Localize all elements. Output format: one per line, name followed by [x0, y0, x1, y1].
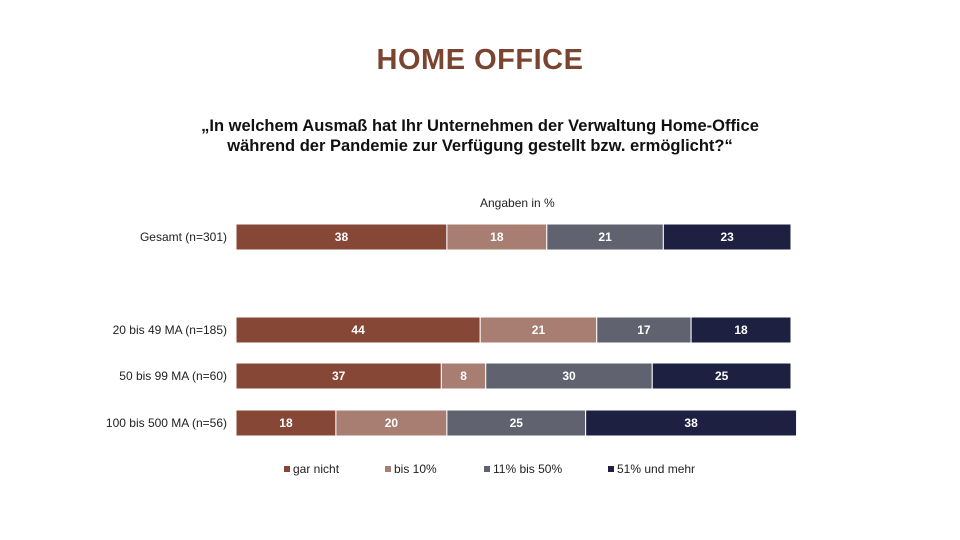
- bar-20-bis-49-ma-n-185-11-bis-50: [596, 316, 692, 344]
- bar-gesamt-n-301-gar-nicht: [235, 223, 448, 251]
- bar-50-bis-99-ma-n-60-51-und-mehr: [651, 362, 792, 390]
- data-label-20-bis-49-ma-n-185-gar-nicht: 44: [351, 323, 365, 337]
- question-line-1: „In welchem Ausmaß hat Ihr Unternehmen d…: [201, 117, 759, 135]
- data-label-gesamt-n-301-bis-10: 18: [490, 230, 504, 244]
- data-label-100-bis-500-ma-n-56-gar-nicht: 18: [279, 416, 293, 430]
- question-line-2: während der Pandemie zur Verfügung geste…: [227, 137, 733, 155]
- legend: gar nicht bis 10% 11% bis 50% 51% und me…: [0, 462, 960, 476]
- bar-100-bis-500-ma-n-56-bis-10: [335, 409, 448, 437]
- category-label-100-bis-500-ma-n-56: 100 bis 500 MA (n=56): [106, 416, 227, 430]
- bar-gesamt-n-301-51-und-mehr: [662, 223, 792, 251]
- legend-label-gar-nicht: gar nicht: [293, 462, 340, 476]
- bar-50-bis-99-ma-n-60-gar-nicht: [235, 362, 442, 390]
- bar-20-bis-49-ma-n-185-bis-10: [479, 316, 598, 344]
- data-label-50-bis-99-ma-n-60-bis-10: 8: [460, 369, 467, 383]
- bar-100-bis-500-ma-n-56-11-bis-50: [446, 409, 587, 437]
- legend-swatch-gar-nicht: [284, 466, 290, 472]
- survey-question: „In welchem Ausmaß hat Ihr Unternehmen d…: [0, 116, 960, 156]
- chart-title: HOME OFFICE: [376, 44, 584, 76]
- data-label-20-bis-49-ma-n-185-bis-10: 21: [532, 323, 546, 337]
- data-label-100-bis-500-ma-n-56-51-und-mehr: 38: [684, 416, 698, 430]
- legend-swatch-11-bis-50: [484, 466, 490, 472]
- data-label-100-bis-500-ma-n-56-bis-10: 20: [385, 416, 399, 430]
- data-label-20-bis-49-ma-n-185-11-bis-50: 17: [637, 323, 651, 337]
- legend-item-gar-nicht: gar nicht: [284, 462, 339, 476]
- category-label-20-bis-49-ma-n-185: 20 bis 49 MA (n=185): [113, 323, 227, 337]
- bar-50-bis-99-ma-n-60-11-bis-50: [485, 362, 653, 390]
- legend-item-bis-10: bis 10%: [385, 462, 437, 476]
- legend-item-11-bis-50: 11% bis 50%: [484, 462, 562, 476]
- data-label-50-bis-99-ma-n-60-11-bis-50: 30: [562, 369, 576, 383]
- category-label-50-bis-99-ma-n-60: 50 bis 99 MA (n=60): [119, 369, 227, 383]
- legend-label-11-bis-50: 11% bis 50%: [493, 462, 563, 476]
- data-label-50-bis-99-ma-n-60-gar-nicht: 37: [332, 369, 346, 383]
- legend-label-bis-10: bis 10%: [394, 462, 437, 476]
- data-label-50-bis-99-ma-n-60-51-und-mehr: 25: [715, 369, 729, 383]
- data-label-gesamt-n-301-51-und-mehr: 23: [720, 230, 734, 244]
- unit-label: Angaben in %: [480, 196, 555, 210]
- data-label-gesamt-n-301-gar-nicht: 38: [335, 230, 349, 244]
- data-label-gesamt-n-301-11-bis-50: 21: [598, 230, 612, 244]
- legend-label-51-und-mehr: 51% und mehr: [617, 462, 696, 476]
- bar-100-bis-500-ma-n-56-51-und-mehr: [585, 409, 798, 437]
- category-label-gesamt-n-301: Gesamt (n=301): [140, 230, 227, 244]
- legend-swatch-bis-10: [385, 466, 391, 472]
- legend-item-51-und-mehr: 51% und mehr: [608, 462, 695, 476]
- bar-gesamt-n-301-bis-10: [446, 223, 548, 251]
- legend-swatch-51-und-mehr: [608, 466, 614, 472]
- bar-20-bis-49-ma-n-185-51-und-mehr: [690, 316, 792, 344]
- data-label-20-bis-49-ma-n-185-51-und-mehr: 18: [734, 323, 748, 337]
- bar-100-bis-500-ma-n-56-gar-nicht: [235, 409, 337, 437]
- data-label-100-bis-500-ma-n-56-11-bis-50: 25: [510, 416, 524, 430]
